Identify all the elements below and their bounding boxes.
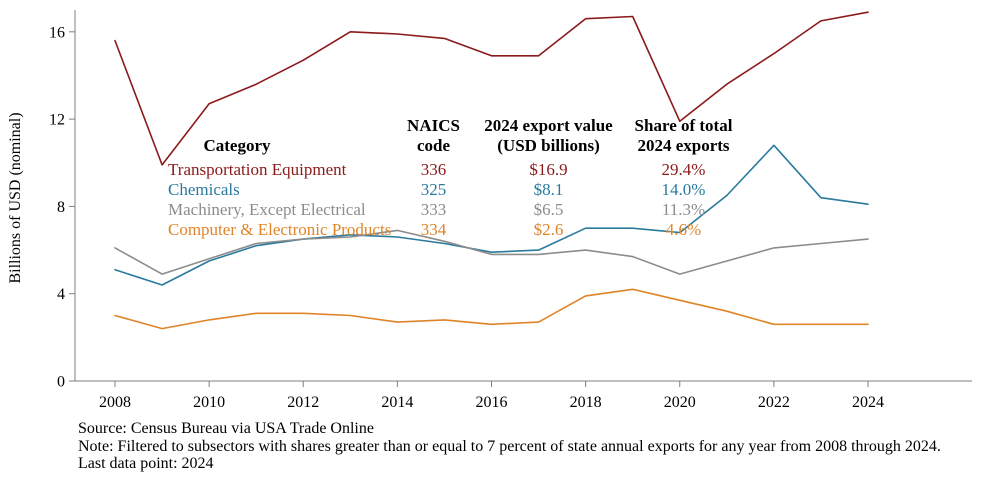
last-data-point-note: Last data point: 2024: [78, 455, 214, 472]
legend-cell-naics: 333: [420, 200, 447, 219]
legend-cell-cat: Computer & Electronic Products: [168, 220, 392, 239]
y-tick-label: 12: [49, 112, 65, 129]
series-line-chemicals: [114, 144, 869, 286]
legend-cell-share: 14.0%: [661, 180, 706, 199]
x-tick-label: 2008: [99, 394, 131, 411]
x-tick-label: 2024: [852, 394, 884, 411]
legend-cell-cat: Chemicals: [168, 180, 240, 199]
legend-header-value: 2024 export value (USD billions): [484, 116, 613, 155]
legend-cell-cat: Transportation Equipment: [168, 160, 347, 179]
x-tick-label: 2014: [381, 394, 413, 411]
legend-header-share: Share of total 2024 exports: [634, 116, 733, 155]
legend-table: Category NAICS code 2024 export value (USD…: [168, 116, 741, 240]
legend-cell-share: 4.6%: [665, 220, 702, 239]
x-tick-label: 2012: [287, 394, 319, 411]
y-tick-label: 4: [57, 286, 65, 303]
line-chart: 0 4 8 12 16 2008 2010 2012 2014 2016 2018 2020 2022 2…: [7, 10, 972, 411]
legend-cell-share: 29.4%: [661, 160, 706, 179]
x-tick-label: 2022: [758, 394, 790, 411]
legend-header-naics: NAICS code: [407, 116, 460, 155]
y-tick-label: 16: [49, 24, 65, 41]
series-line-computer-electronic-products: [114, 288, 869, 330]
x-tick-label: 2010: [193, 394, 225, 411]
legend-cell-share: 11.3%: [661, 200, 706, 219]
y-axis-title: Billions of USD (nominal): [7, 112, 24, 283]
y-tick-label: 0: [57, 374, 65, 391]
legend-cell-value: $16.9: [529, 160, 568, 179]
legend-cell-value: $2.6: [533, 220, 564, 239]
source-note: Source: Census Bureau via USA Trade Onli…: [78, 420, 374, 437]
legend-cell-naics: 336: [420, 160, 447, 179]
chart-footnotes: Source: Census Bureau via USA Trade Onli…: [78, 420, 941, 473]
x-tick-label: 2020: [664, 394, 696, 411]
x-tick-label: 2016: [476, 394, 508, 411]
legend-cell-naics: 325: [420, 180, 447, 199]
legend-cell-naics: 334: [420, 220, 447, 239]
series-line-machinery-except-electrical: [114, 229, 869, 275]
y-tick-label: 8: [57, 199, 65, 216]
legend-header-cat: Category: [203, 136, 271, 155]
legend-cell-value: $6.5: [533, 200, 564, 219]
legend-cell-value: $8.1: [533, 180, 564, 199]
x-tick-label: 2018: [570, 394, 602, 411]
series-line-transportation-equipment: [114, 11, 869, 166]
filter-note: Note: Filtered to subsectors with shares…: [78, 437, 941, 455]
legend-cell-cat: Machinery, Except Electrical: [168, 200, 366, 219]
